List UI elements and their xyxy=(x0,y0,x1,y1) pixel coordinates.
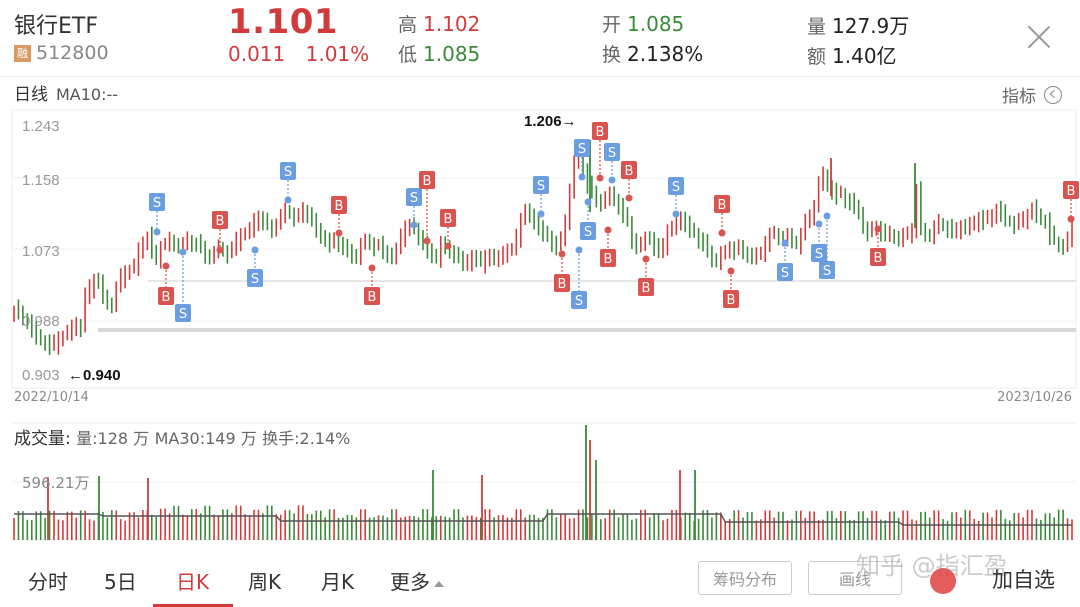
svg-text:B: B xyxy=(642,281,651,296)
svg-text:B: B xyxy=(874,251,883,266)
svg-text:B: B xyxy=(368,290,377,305)
svg-text:B: B xyxy=(727,293,736,308)
y-axis-labels: 1.243 1.158 1.073 0.988 0.903 xyxy=(22,118,60,384)
svg-text:S: S xyxy=(584,225,592,240)
svg-text:B: B xyxy=(558,277,567,292)
svg-text:S: S xyxy=(578,142,586,157)
open-value: 1.085 xyxy=(627,12,685,36)
volume-now: 量:128 万 xyxy=(76,429,150,448)
high-value: 1.102 xyxy=(423,12,481,36)
volume-max-tick: 596.21万 xyxy=(22,474,90,492)
indicator-button[interactable]: 指标 xyxy=(1002,82,1062,107)
turnover-value: 2.138% xyxy=(627,42,704,66)
svg-text:B: B xyxy=(162,290,171,305)
candlesticks xyxy=(13,140,1073,356)
change-amount: 0.011 xyxy=(228,42,286,66)
svg-text:1.206→: 1.206→ xyxy=(524,113,577,130)
high-stat: 高 1.102 xyxy=(398,12,481,36)
svg-text:0.988: 0.988 xyxy=(22,313,60,330)
volume-bars xyxy=(12,422,1076,541)
volume-title: 成交量: 量:128 万 MA30:149 万 换手:2.14% xyxy=(14,429,351,449)
chip-distribution-button[interactable]: 筹码分布 xyxy=(698,561,792,595)
svg-text:S: S xyxy=(823,264,831,279)
svg-text:S: S xyxy=(284,165,292,180)
tab-intraday[interactable]: 分时 xyxy=(28,570,68,594)
svg-text:B: B xyxy=(625,164,634,179)
quote-header: 银行ETF 融 512800 1.101 0.011 1.01% 高 1.102… xyxy=(0,0,1080,76)
svg-text:S: S xyxy=(537,179,545,194)
tab-weekly-k[interactable]: 周K xyxy=(248,570,282,594)
low-stat: 低 1.085 xyxy=(398,42,481,66)
volume-ma30: MA30:149 万 xyxy=(154,429,257,448)
svg-text:B: B xyxy=(423,174,432,189)
svg-text:S: S xyxy=(672,180,680,195)
active-tab-indicator xyxy=(153,604,233,607)
svg-text:S: S xyxy=(410,191,418,206)
svg-text:B: B xyxy=(596,125,605,140)
svg-text:B: B xyxy=(1067,184,1076,199)
volume-turnover: 换手:2.14% xyxy=(262,429,351,448)
x-axis-end-date: 2023/10/26 xyxy=(997,390,1072,405)
security-code: 512800 xyxy=(36,42,109,64)
svg-text:S: S xyxy=(608,146,616,161)
svg-text:1.243: 1.243 xyxy=(22,118,60,135)
svg-text:←0.940: ←0.940 xyxy=(68,367,121,384)
divider xyxy=(0,76,1080,77)
security-name: 银行ETF xyxy=(14,14,98,39)
ma10-value: MA10:-- xyxy=(56,85,119,104)
open-stat: 开 1.085 xyxy=(602,12,685,36)
turnover-stat: 换 2.138% xyxy=(602,42,704,66)
tab-5day[interactable]: 5日 xyxy=(104,570,137,594)
last-price: 1.101 xyxy=(228,2,339,42)
svg-text:B: B xyxy=(335,199,344,214)
price-change: 0.011 1.01% xyxy=(228,42,383,66)
x-axis-start-date: 2022/10/14 xyxy=(14,390,89,405)
tab-monthly-k[interactable]: 月K xyxy=(321,570,355,594)
svg-text:B: B xyxy=(216,214,225,229)
change-percent: 1.01% xyxy=(305,42,370,66)
svg-text:S: S xyxy=(179,307,187,322)
svg-text:S: S xyxy=(815,247,823,262)
svg-text:S: S xyxy=(251,272,259,287)
svg-text:B: B xyxy=(718,198,727,213)
draw-line-button[interactable]: 画线 xyxy=(808,561,902,595)
amount-stat: 额 1.40亿 xyxy=(807,40,897,69)
svg-text:1.073: 1.073 xyxy=(22,243,60,260)
period-tabs: 分时 5日 日K 周K 月K 更多 xyxy=(0,560,680,607)
svg-text:S: S xyxy=(781,266,789,281)
volume-stat: 量 127.9万 xyxy=(807,10,909,39)
svg-text:B: B xyxy=(604,252,613,267)
tab-daily-k[interactable]: 日K xyxy=(176,570,210,594)
extreme-annotations: 1.206→ ←0.940 xyxy=(68,113,577,384)
chevron-left-icon xyxy=(1044,85,1062,104)
add-favorite-icon[interactable] xyxy=(930,568,956,594)
low-value: 1.085 xyxy=(423,42,481,66)
code-row: 融 512800 xyxy=(14,42,109,64)
reference-bands xyxy=(98,280,1076,332)
svg-text:S: S xyxy=(575,294,583,309)
svg-text:0.903: 0.903 xyxy=(22,367,60,384)
margin-badge: 融 xyxy=(14,44,31,62)
tab-more[interactable]: 更多 xyxy=(390,566,444,595)
add-favorite-button[interactable]: 加自选 xyxy=(992,568,1055,592)
svg-text:S: S xyxy=(153,196,161,211)
price-grid xyxy=(11,109,1077,389)
amount-value: 1.40亿 xyxy=(832,44,897,68)
caret-up-icon xyxy=(434,580,444,587)
volume-value: 127.9万 xyxy=(832,14,910,38)
chart-title: 日线 MA10:-- xyxy=(14,85,119,105)
svg-text:B: B xyxy=(444,212,453,227)
svg-text:1.158: 1.158 xyxy=(22,172,60,189)
